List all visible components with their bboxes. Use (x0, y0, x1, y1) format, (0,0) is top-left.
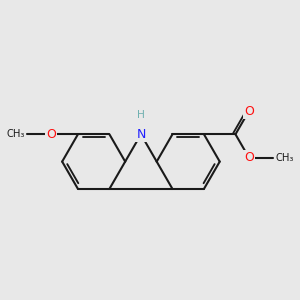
Text: CH₃: CH₃ (275, 152, 293, 163)
Text: N: N (136, 128, 146, 141)
Text: O: O (244, 105, 254, 118)
Text: H: H (137, 110, 145, 120)
Text: O: O (46, 128, 56, 141)
Text: O: O (244, 151, 254, 164)
Text: CH₃: CH₃ (7, 129, 25, 139)
